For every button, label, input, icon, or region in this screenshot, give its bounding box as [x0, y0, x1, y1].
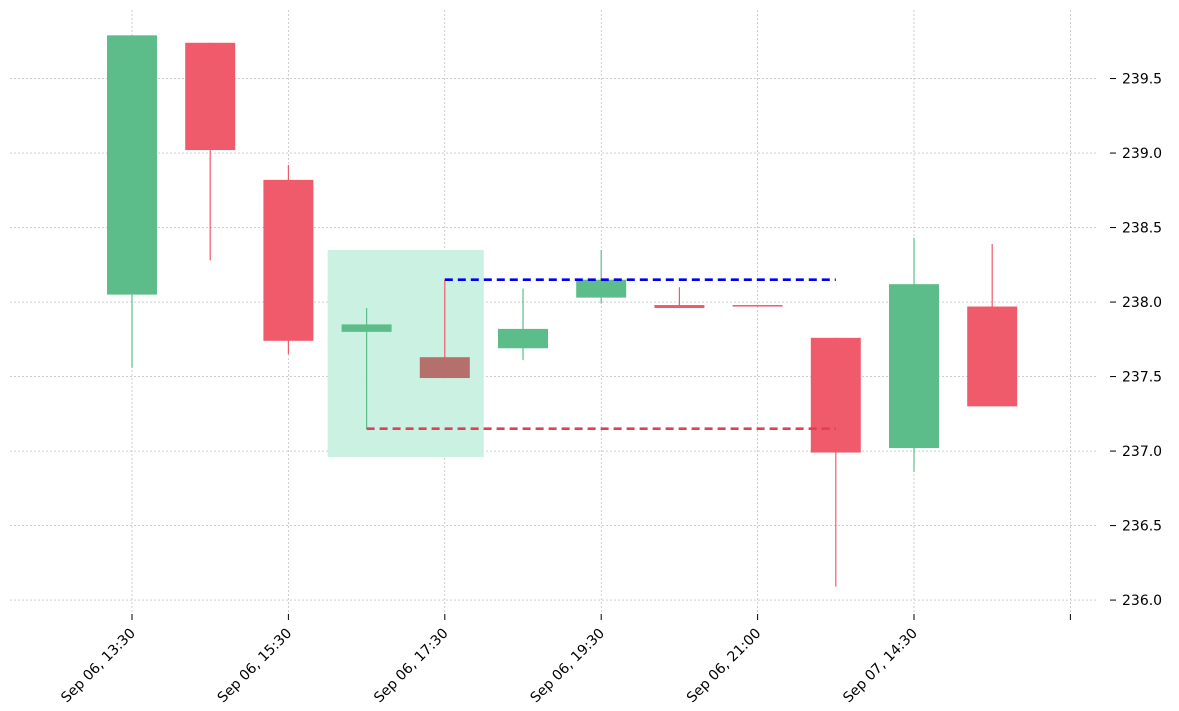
candle-body	[810, 337, 861, 453]
candle-body	[654, 305, 705, 309]
candle	[576, 249, 627, 304]
candle-body	[419, 357, 470, 379]
y-tick-label: 237.5	[1122, 370, 1162, 386]
candle-body	[732, 305, 783, 307]
y-tick-label: 239.5	[1122, 72, 1162, 88]
x-tick-label: Sep 07, 14:30	[840, 626, 921, 707]
x-axis: Sep 06, 13:30 Sep 06, 15:30 Sep 06, 17:30 S…	[58, 614, 1071, 707]
candle	[810, 337, 861, 587]
x-tick-label: Sep 06, 21:00	[684, 626, 765, 707]
candle	[654, 287, 705, 309]
candle-body	[107, 35, 157, 295]
candle-body	[185, 42, 236, 151]
x-tick-label: Sep 06, 15:30	[215, 626, 296, 707]
candle	[498, 288, 548, 361]
x-tick-label: Sep 06, 13:30	[58, 626, 139, 707]
candle	[967, 243, 1018, 407]
y-tick-label: 236.0	[1122, 593, 1162, 609]
candle	[341, 308, 392, 429]
candle	[419, 279, 470, 379]
x-tick-label: Sep 06, 19:30	[527, 626, 608, 707]
candle-body	[341, 324, 392, 332]
candle	[732, 305, 783, 307]
candle-body	[263, 179, 314, 341]
candles	[107, 35, 1018, 587]
pattern-highlight	[327, 249, 484, 458]
level-lines	[366, 278, 836, 431]
y-tick-label: 236.5	[1122, 519, 1162, 535]
y-tick-label: 239.0	[1122, 146, 1162, 162]
candle	[107, 35, 157, 368]
candle-body	[498, 328, 548, 349]
y-tick-label: 237.0	[1122, 444, 1162, 460]
y-tick-label: 238.5	[1122, 221, 1162, 237]
candle-body	[967, 306, 1018, 407]
candle-body	[576, 279, 627, 298]
candle	[185, 42, 236, 261]
candle	[889, 237, 939, 472]
candle-body	[889, 284, 939, 449]
y-tick-label: 238.0	[1122, 295, 1162, 311]
x-tick-label: Sep 06, 17:30	[371, 626, 452, 707]
pattern-highlight-zone	[327, 249, 484, 458]
y-axis: 236.0 236.5 237.0 237.5 238.0 238.5 239.0 239.5	[1110, 72, 1162, 609]
candle	[263, 164, 314, 355]
